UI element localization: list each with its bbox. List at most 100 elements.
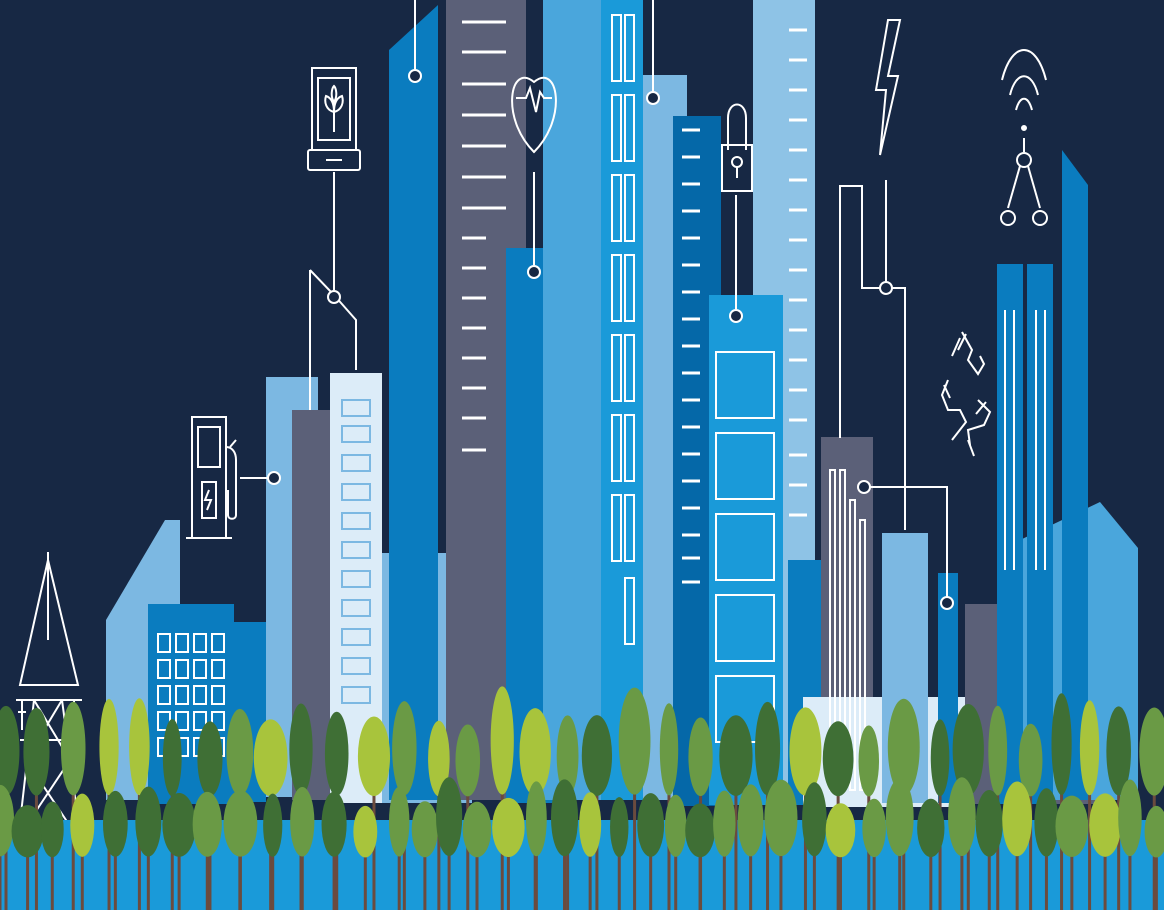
tree-trunk	[1015, 837, 1019, 912]
tree-crown	[0, 705, 20, 796]
tree-crown	[1106, 706, 1131, 796]
tree-trunk	[447, 836, 451, 912]
tree-crown	[825, 803, 856, 858]
tree-crown	[952, 703, 984, 796]
tree-trunk	[80, 841, 84, 912]
tree-crown	[885, 778, 914, 857]
tree-trunk	[423, 843, 427, 912]
tree-crown	[688, 717, 713, 797]
tree-crown	[462, 801, 492, 858]
tree-crown	[23, 707, 50, 796]
tree-trunk	[838, 843, 842, 912]
tree-trunk	[674, 841, 678, 912]
tree-crown	[99, 698, 119, 796]
tree-trunk	[205, 840, 209, 912]
building-details	[157, 14, 1046, 791]
tree-trunk	[300, 839, 304, 912]
tree-crown	[858, 725, 880, 797]
tree-crown	[1018, 723, 1043, 797]
tree-trunk	[987, 839, 991, 912]
tree-crown	[1118, 779, 1142, 857]
tree-trunk	[177, 840, 181, 912]
tree-trunk	[633, 767, 637, 912]
ground-strip	[0, 910, 1164, 924]
tree-trunk	[113, 840, 117, 912]
tree-trunk	[1117, 773, 1121, 912]
tree-crown	[60, 701, 86, 796]
building-gray-tower	[292, 410, 332, 800]
tree-trunk	[722, 840, 726, 912]
tree-crown	[321, 791, 347, 857]
tree-crown	[822, 721, 854, 797]
tree-crown	[162, 793, 196, 857]
tree-crown	[162, 719, 182, 797]
tree-crown	[40, 801, 64, 858]
tree-crown	[719, 715, 753, 796]
tree-crown	[659, 703, 679, 796]
tree-trunk	[649, 840, 653, 912]
tree-trunk	[960, 836, 964, 912]
tree-trunk	[563, 836, 567, 912]
tree-trunk	[734, 775, 738, 912]
tree-trunk	[437, 777, 441, 912]
tree-crown	[862, 798, 886, 858]
tree-crown	[192, 791, 222, 857]
tree-crown	[975, 789, 1003, 857]
tree-trunk	[929, 842, 933, 912]
tree-trunk	[1088, 771, 1092, 912]
tree-crown	[1139, 707, 1164, 796]
tree-trunk	[698, 843, 702, 912]
tree-trunk	[50, 843, 54, 912]
building-blue-slant	[389, 5, 438, 800]
tree-crown	[0, 784, 15, 857]
tree-trunk	[1044, 839, 1048, 912]
tree-crown	[388, 786, 410, 857]
tree-crown	[353, 805, 378, 858]
tree-crown	[685, 803, 715, 858]
tree-crown	[525, 781, 547, 857]
tree-crown	[755, 701, 781, 796]
tree-trunk	[588, 840, 592, 912]
tree-trunk	[475, 843, 479, 912]
tree-crown	[610, 797, 629, 858]
tree-trunk	[0, 838, 2, 912]
tree-crown	[392, 701, 417, 796]
heart-pulse-icon	[511, 76, 557, 154]
tree-crown	[917, 798, 945, 858]
tree-crown	[492, 797, 525, 858]
tree-crown	[1055, 795, 1089, 857]
lightning-bolt-icon	[874, 19, 902, 156]
tree-crown	[289, 703, 313, 796]
tree-crown	[428, 720, 450, 797]
tree-crown	[1089, 793, 1121, 857]
tree-crown	[490, 686, 514, 795]
tree-crown	[102, 790, 128, 857]
tree-crown	[70, 793, 95, 857]
tree-crown	[223, 790, 258, 857]
tree-crown	[135, 786, 162, 857]
tree-crown	[664, 794, 687, 857]
tree-crown	[290, 786, 315, 857]
padlock-icon	[721, 103, 753, 192]
tree-trunk	[1128, 837, 1132, 912]
tree-crown	[226, 708, 254, 796]
tree-crown	[618, 687, 651, 795]
tree-trunk	[749, 838, 753, 912]
tree-trunk	[872, 842, 876, 912]
tree-trunk	[1029, 778, 1033, 912]
tree-crown	[581, 715, 613, 796]
network-lines	[240, 0, 954, 610]
tree-crown	[550, 779, 579, 857]
tree-row	[0, 686, 1164, 915]
tree-crown	[887, 698, 920, 796]
tree-crown	[1034, 788, 1059, 857]
tree-trunk	[1070, 841, 1074, 912]
tree-crown	[713, 790, 736, 857]
recycle-icon	[940, 331, 992, 457]
tree-crown	[324, 711, 349, 796]
tree-crown	[579, 792, 602, 857]
tree-crown	[263, 793, 283, 857]
wifi-network-icon	[1000, 49, 1048, 226]
tree-crown	[411, 801, 439, 858]
